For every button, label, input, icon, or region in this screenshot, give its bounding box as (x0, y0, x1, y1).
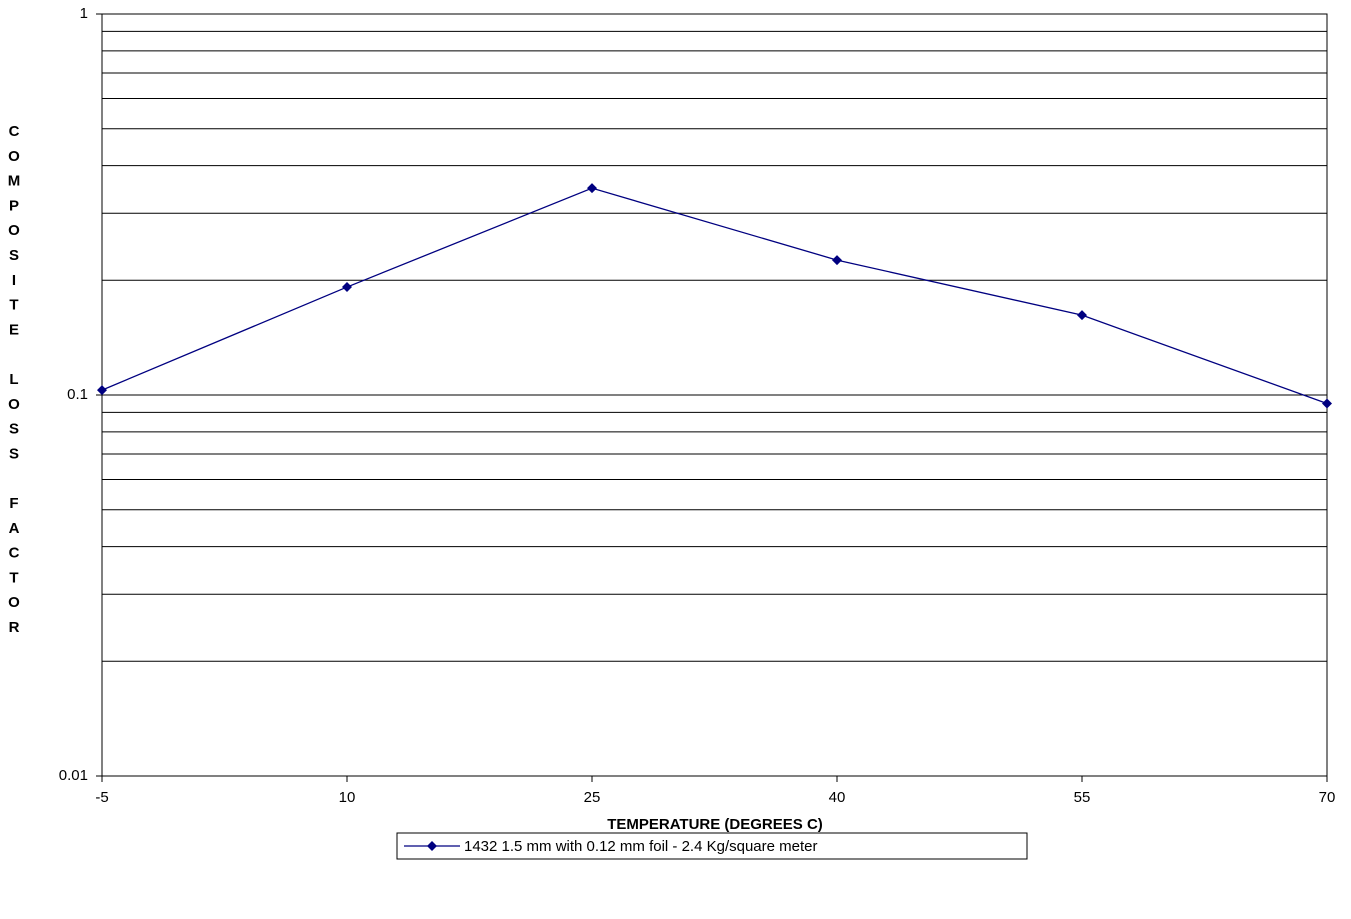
y-tick-label: 0.1 (67, 386, 88, 403)
y-axis-label-letter: S (9, 445, 19, 462)
y-axis-label-letter: A (9, 520, 20, 537)
y-axis-label-letter: M (8, 173, 21, 190)
y-axis-label-letter: C (9, 545, 20, 562)
marker (97, 385, 107, 396)
marker (832, 255, 842, 266)
y-axis-label-letter: C (9, 123, 20, 140)
x-tick-label: 40 (829, 789, 846, 806)
marker (1077, 310, 1087, 321)
y-axis-label-letter: L (9, 371, 18, 388)
y-axis-label-letter: S (9, 421, 19, 438)
y-axis-label-letter: O (8, 396, 20, 413)
y-axis-label-letter: F (9, 495, 18, 512)
y-axis-label-letter: O (8, 148, 20, 165)
x-tick-label: 70 (1319, 789, 1336, 806)
y-axis-label-letter: O (8, 594, 20, 611)
y-axis-label-letter: I (12, 272, 16, 289)
x-tick-label: 10 (339, 789, 356, 806)
y-axis-label-letter (12, 346, 16, 363)
y-axis-label-letter: E (9, 321, 19, 338)
x-axis-label: TEMPERATURE (DEGREES C) (607, 816, 823, 833)
marker (587, 183, 597, 194)
y-tick-label: 1 (80, 5, 88, 22)
legend-box (396, 832, 1028, 860)
y-axis-label-letter: S (9, 247, 19, 264)
marker (427, 841, 437, 851)
x-tick-label: 25 (584, 789, 601, 806)
legend-label: 1432 1.5 mm with 0.12 mm foil - 2.4 Kg/s… (464, 838, 818, 855)
series-line (101, 187, 1328, 405)
y-axis-label-letter: O (8, 222, 20, 239)
y-axis-label-letter: R (9, 619, 20, 636)
x-tick-label: -5 (95, 789, 108, 806)
y-axis-label-letter: T (9, 297, 18, 314)
x-tick-label: 55 (1074, 789, 1091, 806)
y-axis-label-letter: P (9, 197, 19, 214)
y-tick-label: 0.01 (59, 767, 88, 784)
marker (342, 282, 352, 293)
y-axis-label-letter: T (9, 569, 18, 586)
marker (1322, 398, 1332, 409)
y-axis-label-letter (12, 470, 16, 487)
